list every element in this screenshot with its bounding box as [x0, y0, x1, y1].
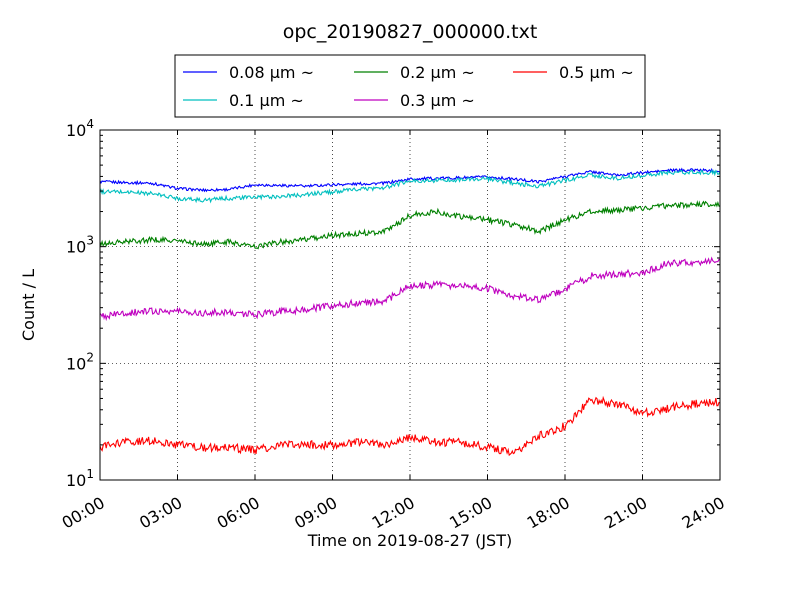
legend-entry: 0.08 μm ~ — [229, 63, 314, 82]
series-line-1 — [99, 167, 721, 193]
series-lines — [99, 167, 721, 457]
y-tick-label: 104 — [66, 117, 94, 140]
y-tick-exponent: 4 — [86, 117, 94, 131]
y-tick-base: 10 — [66, 471, 86, 490]
chart-title: opc_20190827_000000.txt — [283, 21, 538, 43]
y-tick-label: 102 — [66, 350, 94, 373]
series-line-3 — [99, 200, 721, 250]
x-axis-label: Time on 2019-08-27 (JST) — [307, 531, 512, 550]
legend: 0.08 μm ~ 0.1 μm ~ 0.2 μm ~ 0.3 μm ~ 0.5 μm … — [174, 54, 646, 118]
legend-entry: 0.1 μm ~ — [229, 91, 304, 110]
series-line-2 — [99, 169, 721, 204]
y-tick-base: 10 — [66, 121, 86, 140]
y-tick-label: 103 — [66, 234, 94, 257]
y-tick-base: 10 — [66, 354, 86, 373]
grid — [100, 130, 720, 480]
y-tick-exponent: 3 — [86, 234, 94, 248]
y-axis-label: Count / L — [19, 269, 38, 341]
legend-entry: 0.3 μm ~ — [400, 91, 475, 110]
series-line-5 — [99, 395, 721, 457]
legend-frame — [174, 54, 646, 118]
legend-entry: 0.5 μm ~ — [559, 63, 634, 82]
y-tick-exponent: 2 — [86, 350, 94, 364]
y-tick-label: 101 — [66, 467, 94, 490]
legend-entry: 0.2 μm ~ — [400, 63, 475, 82]
series-line-4 — [99, 256, 721, 322]
y-tick-exponent: 1 — [86, 467, 94, 481]
y-tick-base: 10 — [66, 238, 86, 257]
